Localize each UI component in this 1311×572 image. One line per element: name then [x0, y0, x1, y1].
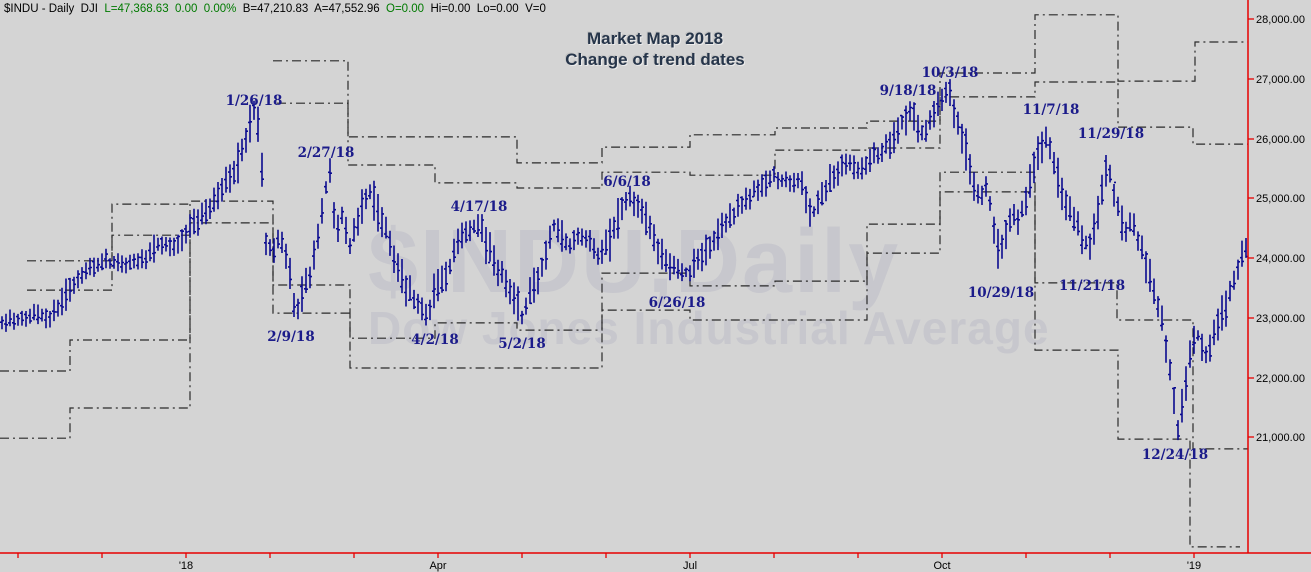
trend-date-label: 4/2/18 — [411, 332, 458, 348]
chart-title: Market Map 2018 Change of trend dates — [565, 28, 744, 70]
trend-date-label: 2/9/18 — [267, 329, 314, 345]
chart-title-line1: Market Map 2018 — [586, 29, 724, 48]
trend-date-label: 12/24/18 — [1142, 447, 1208, 463]
trend-date-label: 6/26/18 — [649, 295, 706, 311]
y-axis[interactable]: 28,000.00 27,000.00 26,000.00 25,000.00 24,0… — [1247, 0, 1305, 553]
trend-date-label: 1/26/18 — [226, 93, 283, 109]
trend-date-label: 11/7/18 — [1023, 102, 1080, 118]
y-axis-label: 27,000.00 — [1256, 74, 1305, 86]
trend-date-label: 11/29/18 — [1078, 126, 1144, 142]
trend-date-label: 10/3/18 — [922, 65, 979, 81]
map-rail-upper_inner — [277, 81, 1248, 189]
x-axis-label: Apr — [429, 560, 446, 572]
status-segment: Hi=0.00 Lo=0.00 V=0 — [430, 3, 546, 15]
price-bars — [0, 79, 1248, 441]
trend-date-label: 5/2/18 — [498, 336, 545, 352]
trend-date-label: 10/29/18 — [968, 285, 1034, 301]
watermark-symbol: $INDU,Daily — [368, 212, 900, 312]
y-axis-label: 25,000.00 — [1256, 193, 1305, 205]
map-rail-upper_outer — [273, 14, 1248, 164]
map-rail-lower_inner — [0, 171, 1248, 450]
trend-date-label: 2/27/18 — [298, 145, 355, 161]
trend-date-label: 4/17/18 — [451, 199, 508, 215]
y-axis-label: 24,000.00 — [1256, 253, 1305, 265]
x-axis-label: '18 — [179, 560, 193, 572]
trend-date-annotations: 1/26/18 2/27/18 2/9/18 4/17/18 4/2/18 5/2/18 6… — [226, 65, 1209, 463]
y-axis-label: 26,000.00 — [1256, 134, 1305, 146]
ohlc-bars-path — [0, 79, 1248, 441]
symbol-status-bar: $INDU - Daily DJI L=47,368.63 0.00 0.00%… — [4, 3, 546, 15]
chart-title-line2: Change of trend dates — [565, 50, 745, 69]
status-segment: $INDU - Daily DJI — [4, 3, 105, 15]
map-rail-upper_outer — [27, 203, 190, 262]
y-axis-label: 21,000.00 — [1256, 432, 1305, 444]
x-axis-label: '19 — [1187, 560, 1201, 572]
status-segment: B=47,210.83 A=47,552.96 — [242, 3, 387, 15]
status-segment: L=47,368.63 0.00 0.00% — [104, 3, 243, 15]
watermark-name: Dow Jones Industrial Average — [368, 302, 1050, 354]
map-rail-lower_outer — [0, 191, 1240, 548]
x-axis-label: Jul — [683, 560, 697, 572]
trend-date-label: 9/18/18 — [880, 83, 937, 99]
x-axis-label: Oct — [933, 560, 950, 572]
x-axis[interactable]: '18 Apr Jul Oct '19 — [0, 552, 1311, 572]
y-axis-label: 28,000.00 — [1256, 14, 1305, 26]
y-axis-label: 22,000.00 — [1256, 373, 1305, 385]
y-axis-label: 23,000.00 — [1256, 313, 1305, 325]
trend-date-label: 11/21/18 — [1059, 278, 1125, 294]
trend-date-label: 6/6/18 — [603, 174, 650, 190]
status-segment: O=0.00 — [386, 3, 431, 15]
market-map-rails — [0, 14, 1248, 548]
